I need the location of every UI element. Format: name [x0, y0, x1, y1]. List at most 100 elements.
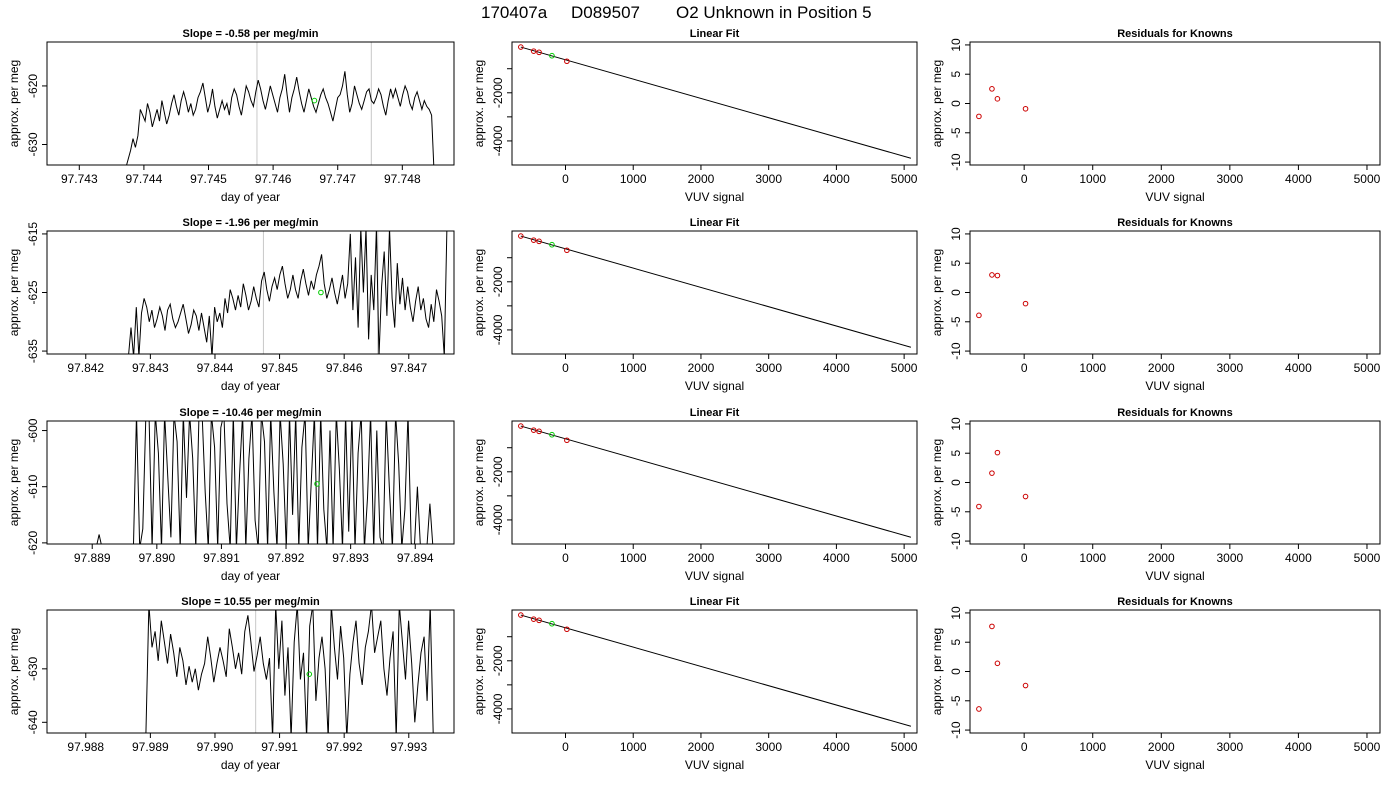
panel-4-3-ytick-label-4: 10	[949, 606, 963, 620]
panel-4-3-known-point-3	[1022, 682, 1029, 689]
panel-1-3-ytick-label-1: -5	[949, 127, 963, 138]
panel-3-2-known-point-3	[564, 437, 570, 444]
panel-3-3-title: Residuals for Knowns	[1117, 407, 1233, 419]
panel-2-2-title: Linear Fit	[690, 217, 740, 229]
panel-1-2: Linear Fit 0 1000 2000 3000 4000 5000 -4000 -200…	[472, 28, 918, 204]
panel-2-2-known-point-1	[530, 237, 537, 243]
panel-2-3-ytick-label-2: 0	[949, 289, 963, 296]
panel-3-2-known-point-2	[536, 428, 542, 435]
panel-1-2-xtick-label-5: 5000	[891, 172, 918, 186]
panel-3-2-plot-area	[518, 423, 912, 538]
panel-1-1-title: Slope = -0.58 per meg/min	[182, 28, 318, 40]
panel-4-3-xtick-label-1: 1000	[1079, 740, 1106, 754]
panel-1-3-known-point-2	[994, 96, 1001, 102]
panel-1-2-ytick-label-2: -2000	[491, 77, 505, 108]
panel-3-1-xtick-label-1: 97.890	[138, 551, 175, 565]
panel-2-3-xtick-label-2: 2000	[1148, 361, 1175, 375]
panel-2-3-ytick-label-3: 5	[949, 260, 963, 267]
panel-2-2-frame	[511, 230, 918, 355]
panel-1-3-ytick-label-3: 5	[949, 71, 963, 78]
panel-3-1-xtick-label-2: 97.891	[203, 551, 240, 565]
panel-4-3-ytick-label-0: -10	[949, 721, 963, 739]
panel-3-3-xtick-label-5: 5000	[1354, 551, 1381, 565]
panel-3-2-known-point-1	[530, 427, 537, 433]
panel-3-2-xtick-label-2: 2000	[688, 551, 715, 565]
panel-1-2-xtick-label-0: 0	[562, 172, 569, 186]
panel-3-3-xtick-label-1: 1000	[1079, 551, 1106, 565]
panel-3-2-xtick-label-5: 5000	[891, 551, 918, 565]
panel-1-1-ytick-label-0: -630	[26, 132, 40, 156]
panel-1-2-xtick-label-3: 3000	[755, 172, 782, 186]
panel-4-3-known-point-2	[994, 660, 1001, 667]
panel-2-2-fit-line	[520, 235, 912, 348]
panel-3-2-unknown-point-0	[549, 431, 555, 438]
panel-3-3-xtick-label-2: 2000	[1148, 551, 1175, 565]
panel-2-3: Residuals for Knowns 0 1000 2000 3000 4000 500…	[930, 217, 1381, 393]
panel-1-2-known-point-2	[536, 49, 542, 56]
panel-1-3-xtick-label-2: 2000	[1148, 172, 1175, 186]
panel-3-3-xtick-label-4: 4000	[1285, 551, 1312, 565]
panel-1-1-xtick-label-5: 97.748	[384, 172, 421, 186]
panel-4-1-xlabel: day of year	[221, 758, 280, 772]
panel-2-3-xtick-label-4: 4000	[1285, 361, 1312, 375]
panel-1-3-xtick-label-5: 5000	[1354, 172, 1381, 186]
panel-2-2-xtick-label-1: 1000	[620, 361, 647, 375]
panel-4-2-known-point-3	[564, 626, 570, 633]
panel-2-1-xtick-label-1: 97.843	[132, 361, 169, 375]
panel-4-2: Linear Fit 0 1000 2000 3000 4000 5000 -4000 -200…	[472, 596, 918, 772]
panel-4-2-xtick-label-3: 3000	[755, 740, 782, 754]
panel-3-2-xtick-label-0: 0	[562, 551, 569, 565]
panel-4-1: Slope = 10.55 per meg/min 97.988 97.989 97.…	[7, 596, 455, 772]
panel-4-2-xlabel: VUV signal	[685, 758, 744, 772]
panel-2-2-unknown-point-0	[549, 241, 555, 248]
panel-2-1-ytick-label-0: -635	[26, 339, 40, 363]
panel-3-1-ylabel: approx. per meg	[7, 439, 21, 526]
panel-4-2-known-point-0	[518, 612, 524, 618]
panel-1-3-xtick-label-0: 0	[1021, 172, 1028, 186]
panel-4-1-xtick-label-3: 97.991	[261, 740, 298, 754]
panel-4-2-ytick-label-2: -2000	[491, 645, 505, 676]
panel-2-3-title: Residuals for Knowns	[1117, 217, 1233, 229]
panel-4-1-xtick-label-4: 97.992	[326, 740, 363, 754]
panel-1-1-xtick-label-4: 97.747	[319, 172, 356, 186]
panel-1-3-ytick-label-2: 0	[949, 100, 963, 107]
panel-1-3-known-point-3	[1022, 105, 1029, 112]
panel-4-3-title: Residuals for Knowns	[1117, 596, 1233, 608]
panel-3-3-known-point-1	[989, 470, 995, 476]
panel-1-1-frame	[46, 41, 455, 166]
panel-4-3-xtick-label-5: 5000	[1354, 740, 1381, 754]
panel-1-3-ylabel: approx. per meg	[930, 60, 944, 147]
panel-3-3-ylabel: approx. per meg	[930, 439, 944, 526]
panel-3-3: Residuals for Knowns 0 1000 2000 3000 4000 500…	[930, 407, 1381, 583]
panel-3-2-ytick-label-2: -2000	[491, 456, 505, 487]
panel-2-2-ytick-label-0: -4000	[491, 314, 505, 345]
panel-4-3: Residuals for Knowns 0 1000 2000 3000 4000 500…	[930, 596, 1381, 772]
panel-2-1-ytick-label-1: -625	[26, 280, 40, 304]
panel-2-2: Linear Fit 0 1000 2000 3000 4000 5000 -4000 -200…	[472, 217, 918, 393]
panel-3-3-xlabel: VUV signal	[1145, 569, 1204, 583]
panel-3-1-xlabel: day of year	[221, 569, 280, 583]
panel-2-3-ylabel: approx. per meg	[930, 249, 944, 336]
panel-2-1-title: Slope = -1.96 per meg/min	[182, 217, 318, 229]
panel-1-2-title: Linear Fit	[690, 28, 740, 40]
panel-3-3-known-point-0	[976, 503, 982, 510]
panel-2-3-known-point-3	[1022, 300, 1029, 307]
panel-3-1-xtick-label-3: 97.892	[268, 551, 305, 565]
panel-4-1-xtick-label-5: 97.993	[390, 740, 427, 754]
panel-4-2-xtick-label-0: 0	[562, 740, 569, 754]
panel-2-1-unknown-marker	[318, 289, 324, 296]
panel-2-2-xtick-label-5: 5000	[891, 361, 918, 375]
panel-3-3-ytick-label-0: -10	[949, 532, 963, 550]
panel-2-3-known-point-1	[989, 272, 995, 278]
panel-3-1: Slope = -10.46 per meg/min 97.889 97.890 97…	[7, 407, 455, 583]
panel-2-1-ytick-label-2: -615	[26, 222, 40, 246]
panel-1-1-ylabel: approx. per meg	[7, 60, 21, 147]
panel-1-2-frame	[511, 41, 918, 166]
panel-4-1-ytick-label-0: -640	[26, 710, 40, 734]
panel-2-3-ytick-label-1: -5	[949, 316, 963, 327]
panel-3-3-xtick-label-3: 3000	[1216, 551, 1243, 565]
panel-4-1-xtick-label-0: 97.988	[67, 740, 104, 754]
panel-1-1-ytick-label-1: -620	[26, 74, 40, 98]
panel-3-1-unknown-marker	[314, 481, 320, 487]
